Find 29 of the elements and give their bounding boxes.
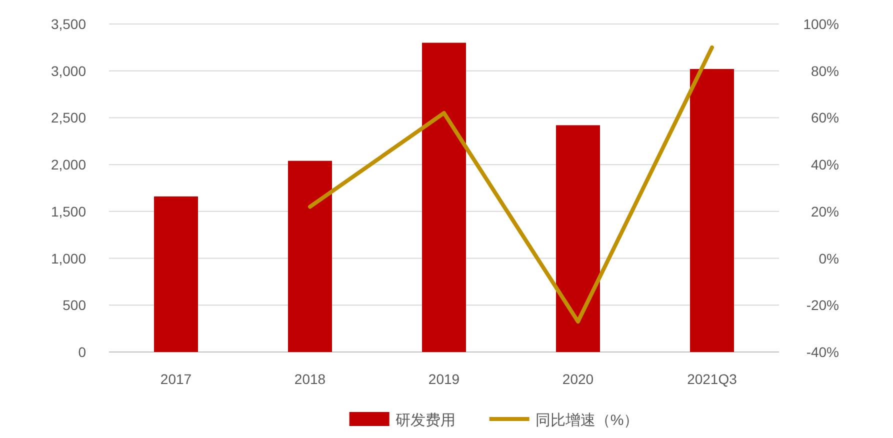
- y2-tick-label: 40%: [810, 156, 839, 173]
- line-series: [308, 45, 714, 324]
- bar: [288, 160, 332, 352]
- bar: [422, 42, 466, 352]
- y-tick-label: 1,000: [50, 250, 86, 266]
- x-tick-label: 2020: [562, 371, 594, 387]
- legend-label: 同比增速（%）: [535, 412, 639, 429]
- y-tick-label: 0: [78, 344, 86, 360]
- y2-tick-label: 0%: [818, 250, 839, 266]
- y2-tick-label: 100%: [803, 16, 839, 32]
- x-tick-label: 2018: [294, 371, 326, 387]
- y-tick-label: 3,000: [50, 62, 86, 79]
- y2-tick-label: 20%: [810, 203, 839, 220]
- y2-tick-label: 60%: [810, 110, 839, 126]
- x-tick-label: 2017: [160, 371, 192, 387]
- y-tick-label: 2,000: [50, 156, 86, 173]
- x-tick-label: 2019: [428, 371, 460, 387]
- y-tick-label: 500: [62, 297, 86, 314]
- y-tick-label: 1,500: [50, 203, 86, 220]
- y-tick-label: 3,500: [50, 16, 86, 32]
- y2-tick-label: -20%: [806, 297, 839, 314]
- x-tick-label: 2021Q3: [687, 371, 738, 387]
- y2-tick-label: 80%: [810, 62, 839, 79]
- bar: [690, 68, 734, 352]
- y2-tick-label: -40%: [806, 344, 839, 360]
- legend-label: 研发费用: [395, 412, 456, 429]
- y-tick-label: 2,500: [50, 110, 86, 126]
- bar: [556, 125, 600, 352]
- bar: [154, 196, 198, 352]
